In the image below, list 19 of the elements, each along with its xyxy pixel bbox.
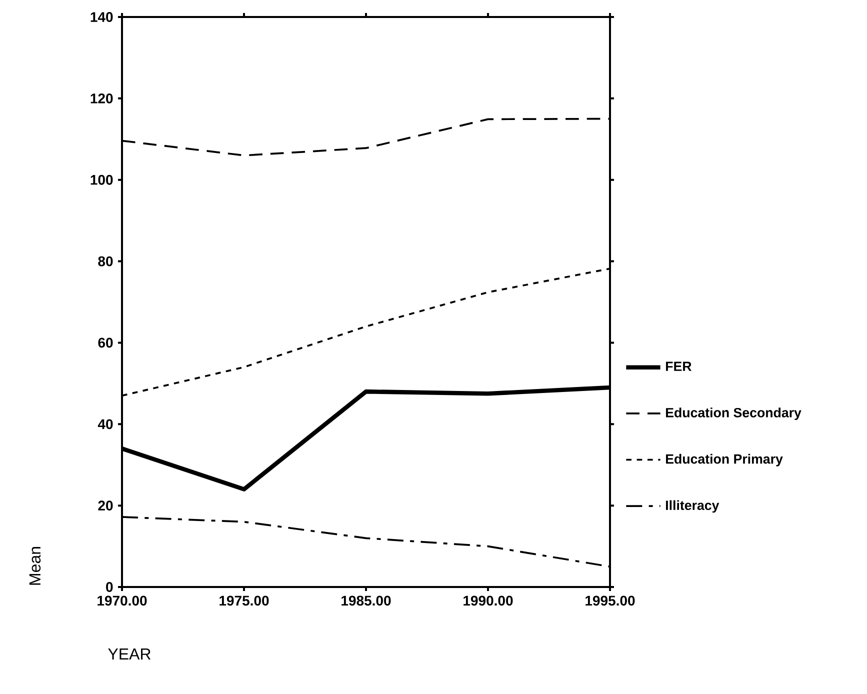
- x-tick-label: 1990.00: [464, 596, 513, 606]
- y-tick-label: 60: [98, 338, 113, 348]
- y-tick-label: 80: [98, 256, 113, 266]
- y-tick-label: 100: [90, 174, 113, 185]
- y-tick-label: 20: [98, 500, 113, 511]
- x-tick-label: 1995.00: [586, 596, 635, 606]
- x-tick-label: 1975.00: [220, 596, 269, 606]
- y-axis-title: Mean: [29, 547, 41, 585]
- legend-label: Illiteracy: [666, 500, 720, 513]
- x-tick-label: 1970.00: [98, 596, 147, 606]
- y-tick-label: 120: [90, 93, 113, 104]
- legend-label: FER: [666, 362, 692, 371]
- y-tick-label: 40: [98, 419, 113, 430]
- legend-label: Education Secondary: [666, 408, 802, 420]
- y-tick-label: 140: [90, 12, 113, 22]
- x-axis-title: YEAR: [108, 648, 151, 660]
- x-tick-label: 1985.00: [342, 596, 391, 606]
- legend-label: Education Primary: [666, 454, 783, 466]
- y-tick-label: 0: [106, 582, 113, 592]
